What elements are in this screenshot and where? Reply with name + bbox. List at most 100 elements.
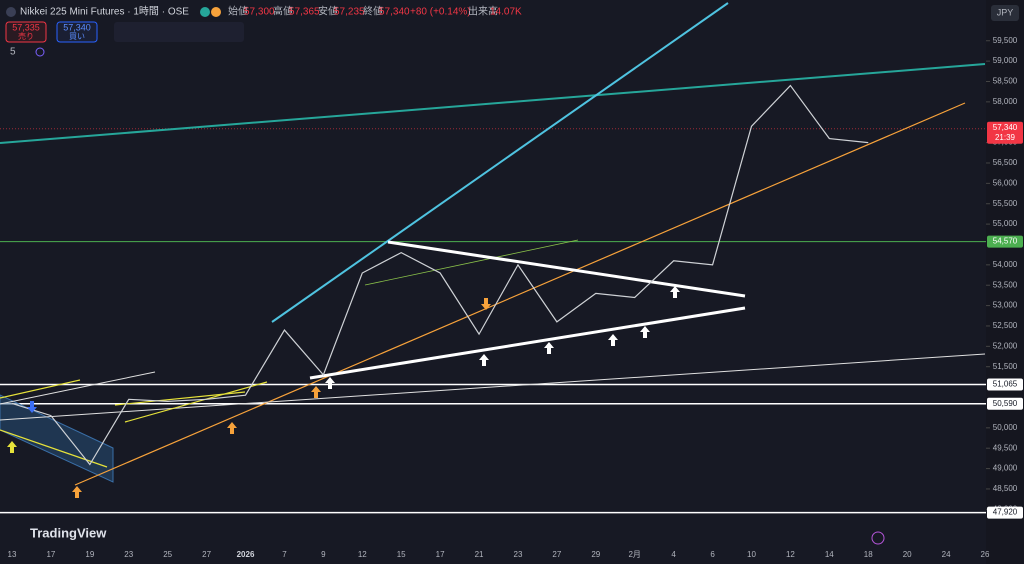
y-tick-label: 55,000 [993,219,1018,228]
arrow-up [72,486,82,498]
x-tick-label: 18 [864,550,873,559]
price-line [11,84,869,466]
currency-box[interactable] [991,5,1019,21]
drawing-toolbar[interactable] [114,22,244,42]
y-tick-label: 50,000 [993,423,1018,432]
triangle-lower [309,306,746,380]
high-label: 高値 [273,5,293,18]
x-tick-label: 27 [202,550,211,559]
y-tick-label: 56,000 [993,178,1018,187]
arrow-up [608,334,618,346]
trend-line [0,353,986,421]
arrow-down [481,298,491,310]
y-tick-label: 52,000 [993,341,1018,350]
x-tick-label: 19 [85,550,94,559]
last-price-tag [987,121,1023,144]
open-label: 始値 [228,5,248,18]
y-tick-label: 59,500 [993,36,1018,45]
y-tick-label: 58,500 [993,77,1018,86]
arrow-up [227,422,237,434]
sell-price[interactable]: 57,335 [12,22,40,32]
x-tick-label: 21 [475,550,484,559]
x-tick-label: 24 [942,550,951,559]
arrow-down [27,401,37,413]
buy-label[interactable]: 買い [69,32,85,41]
arrows [7,286,680,498]
level-tag [987,397,1023,410]
settings-icon[interactable] [35,47,45,57]
x-tick-label: 17 [46,550,55,559]
trend-line [0,429,108,468]
y-tick-label: 59,000 [993,56,1018,65]
arrow-up [325,377,335,389]
volume-label: 出来高 [468,5,498,18]
x-tick-label: 12 [358,550,367,559]
close-label: 終値 [363,5,383,18]
x-tick-label: 10 [747,550,756,559]
low-label: 安値 [318,5,338,18]
buy-price[interactable]: 57,340 [63,22,91,32]
brand: TradingView [30,525,107,540]
close: 57,340 [379,7,410,18]
x-tick-label: 26 [981,550,990,559]
y-tick-label: 49,000 [993,464,1018,473]
triangle-upper [387,240,746,298]
open: 57,300 [244,7,275,18]
y-tick-label: 51,500 [993,362,1018,371]
level-label: 51,065 [993,380,1018,389]
low: 57,235 [334,7,365,18]
trend-line [124,381,268,423]
indicator-count[interactable]: 5 [10,47,16,58]
countdown: 21:39 [995,133,1016,142]
symbol-icon [6,7,16,17]
y-tick-label: 53,000 [993,301,1018,310]
x-tick-label: 17 [436,550,445,559]
sell-label[interactable]: 売り [18,31,34,41]
price-axis [986,0,1024,564]
status-dot [211,7,221,17]
arrow-up [7,441,17,453]
x-tick-label: 2月 [628,550,640,559]
x-tick-label: 29 [591,550,600,559]
x-tick-label: 2026 [237,550,255,559]
x-tick-label: 20 [903,550,912,559]
level-tag [987,378,1023,391]
trend-line [74,102,966,486]
high: 57,365 [289,7,320,18]
x-tick-label: 12 [786,550,795,559]
x-tick-label: 27 [552,550,561,559]
alert-icon[interactable] [871,531,885,545]
x-tick-label: 13 [8,550,17,559]
y-tick-label: 52,500 [993,321,1018,330]
trend-line [0,63,986,144]
trend-line [0,379,81,399]
x-tick-label: 6 [710,550,715,559]
x-tick-label: 7 [282,550,287,559]
y-tick-label: 48,500 [993,484,1018,493]
currency[interactable]: JPY [997,7,1014,17]
arrow-up [640,326,650,338]
trend-line [364,239,579,286]
x-tick-label: 23 [124,550,133,559]
level-tag [987,506,1023,519]
arrow-up [670,286,680,298]
header: Nikkei 225 Mini Futures · 1時間 · OSE 始値 5… [5,5,522,58]
arrow-up [311,386,321,398]
y-tick-label: 58,000 [993,97,1018,106]
sell-button[interactable] [5,21,47,43]
x-tick-label: 4 [671,550,676,559]
y-tick-label: 55,500 [993,199,1018,208]
level-label: 47,920 [993,508,1018,517]
x-tick-label: 25 [163,550,172,559]
channel [0,394,114,483]
arrow-up [479,354,489,366]
buy-button[interactable] [56,21,98,43]
change: +80 (+0.14%) [410,7,471,18]
volume: 14.07K [490,7,522,18]
x-tick-label: 9 [321,550,326,559]
y-tick-label: 54,000 [993,260,1018,269]
trend-line [0,371,156,405]
level-label: 50,590 [993,399,1018,408]
